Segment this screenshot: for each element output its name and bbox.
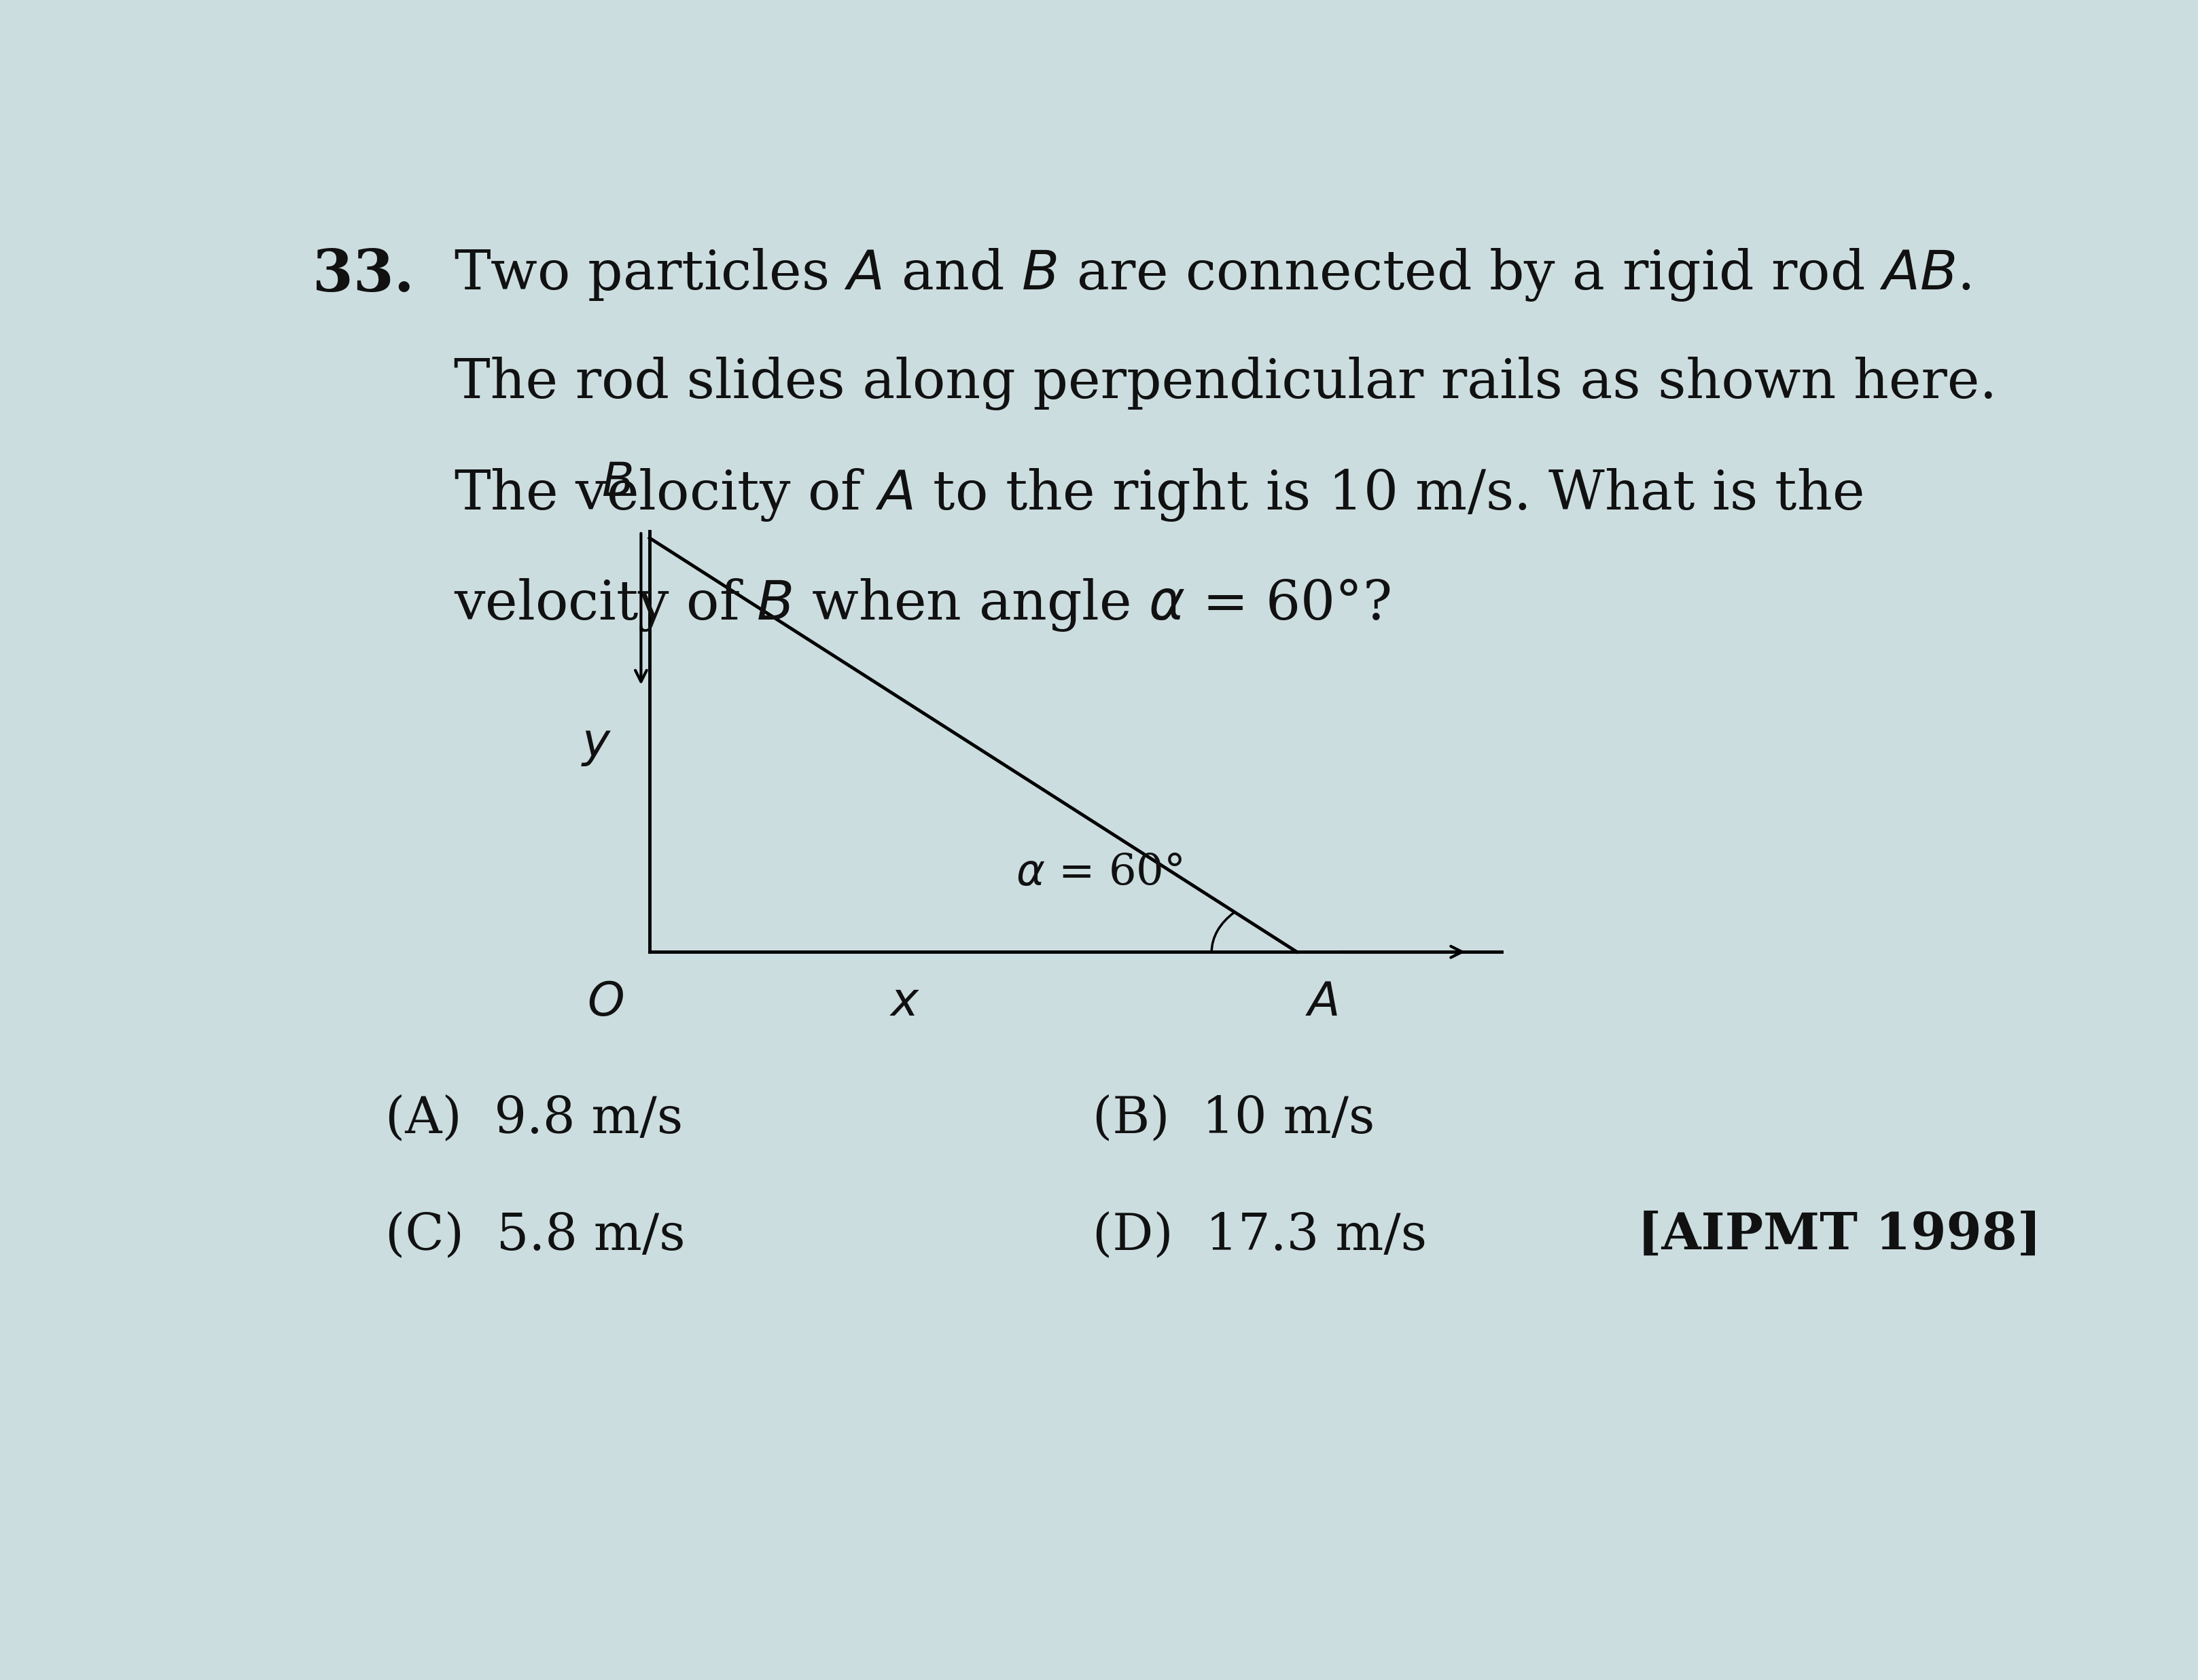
Text: (D)  17.3 m/s: (D) 17.3 m/s: [1092, 1211, 1427, 1260]
Text: (C)  5.8 m/s: (C) 5.8 m/s: [385, 1211, 686, 1260]
Text: 33.: 33.: [312, 247, 413, 304]
Text: (B)  10 m/s: (B) 10 m/s: [1092, 1094, 1374, 1144]
Text: $A$: $A$: [1306, 981, 1339, 1026]
Text: Two particles $A$ and $B$ are connected by a rigid rod $AB$.: Two particles $A$ and $B$ are connected …: [453, 247, 1972, 304]
Text: $B$: $B$: [602, 460, 633, 506]
Text: $x$: $x$: [890, 981, 921, 1026]
Text: The rod slides along perpendicular rails as shown here.: The rod slides along perpendicular rails…: [453, 356, 1996, 410]
Text: $O$: $O$: [587, 981, 624, 1026]
Text: $y$: $y$: [580, 722, 611, 768]
Text: velocity of $B$ when angle $\alpha$ = 60°?: velocity of $B$ when angle $\alpha$ = 60…: [453, 576, 1389, 633]
Text: $\alpha$ = 60°: $\alpha$ = 60°: [1015, 852, 1183, 894]
Text: [AIPMT 1998]: [AIPMT 1998]: [1638, 1211, 2042, 1260]
Text: The velocity of $A$ to the right is 10 m/s. What is the: The velocity of $A$ to the right is 10 m…: [453, 467, 1862, 522]
Text: (A)  9.8 m/s: (A) 9.8 m/s: [385, 1094, 684, 1144]
